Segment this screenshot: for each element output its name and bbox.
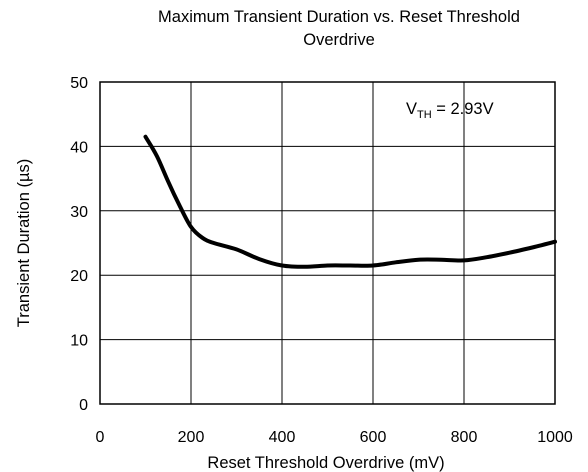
grid-lines — [100, 82, 555, 404]
threshold-annotation: VTH = 2.93V — [406, 100, 494, 121]
plot-area-frame — [99, 81, 556, 405]
y-tick-label: 50 — [70, 75, 88, 92]
y-tick-label: 0 — [79, 397, 88, 414]
chart-title-line-2: Overdrive — [303, 31, 375, 49]
y-tick-label: 40 — [70, 139, 88, 156]
x-tick-label: 600 — [360, 429, 387, 446]
x-tick-label: 0 — [96, 429, 105, 446]
x-tick-label: 400 — [269, 429, 296, 446]
annotation-subscript: TH — [417, 109, 432, 121]
y-tick-label: 30 — [70, 204, 88, 221]
x-axis-label: Reset Threshold Overdrive (mV) — [207, 454, 444, 472]
x-tick-labels: 0 200 400 600 800 1000 — [96, 429, 573, 446]
series-line — [143, 134, 557, 269]
x-tick-label: 1000 — [537, 429, 573, 446]
chart-title-line-1: Maximum Transient Duration vs. Reset Thr… — [158, 8, 520, 26]
y-axis-label: Transient Duration (µs) — [15, 159, 33, 327]
annotation-symbol: V — [406, 100, 417, 118]
annotation-value: = 2.93V — [432, 100, 494, 118]
y-tick-label: 20 — [70, 268, 88, 285]
y-tick-label: 10 — [70, 333, 88, 350]
x-tick-label: 800 — [451, 429, 478, 446]
chart-title: Maximum Transient Duration vs. Reset Thr… — [90, 6, 588, 52]
x-tick-label: 200 — [178, 429, 205, 446]
y-tick-labels: 0 10 20 30 40 50 — [70, 75, 88, 414]
